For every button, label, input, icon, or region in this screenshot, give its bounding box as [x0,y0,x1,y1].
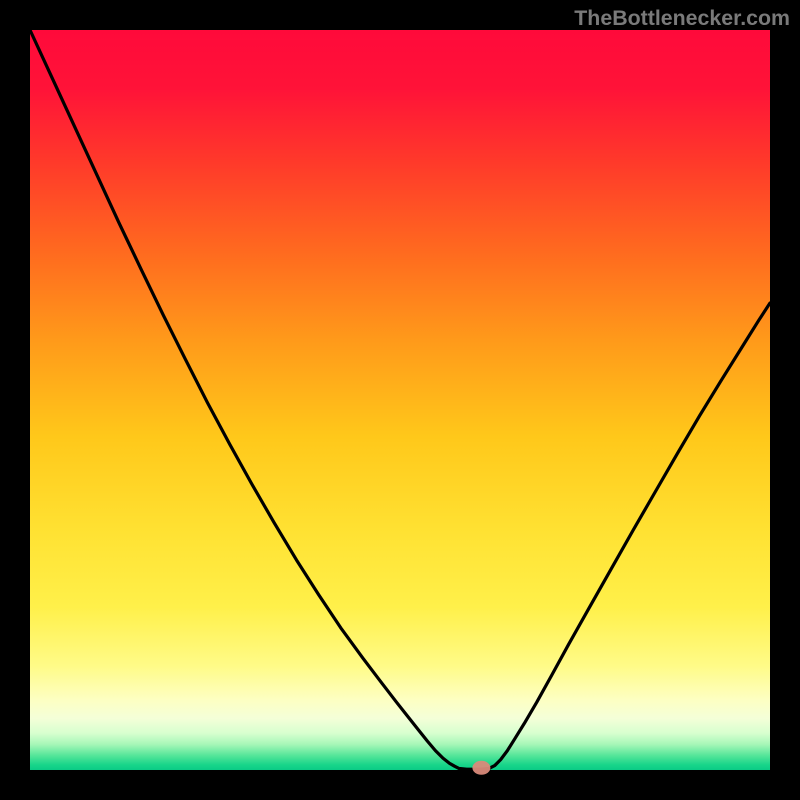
optimal-point-marker [472,761,490,775]
plot-area [30,30,770,770]
watermark-text: TheBottlenecker.com [574,6,790,31]
chart-svg [0,0,800,800]
chart-container: TheBottlenecker.com [0,0,800,800]
